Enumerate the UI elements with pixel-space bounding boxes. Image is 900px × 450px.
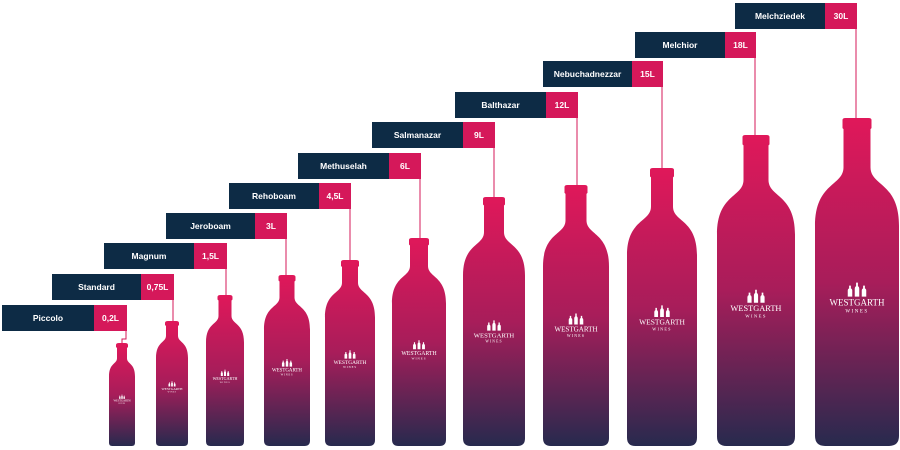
three-bottles-icon xyxy=(568,313,584,325)
bottle-name-label: Methuselah xyxy=(298,153,389,179)
three-bottles-icon xyxy=(344,350,356,359)
label-melchziedek: Melchziedek 30L xyxy=(735,3,857,29)
bottle-name-label: Piccolo xyxy=(2,305,94,331)
label-salmanazar: Salmanazar 9L xyxy=(372,122,495,148)
brand-sub: WINES xyxy=(485,339,502,343)
bottle-volume-label: 1,5L xyxy=(194,243,227,269)
bottle-volume-label: 0,2L xyxy=(94,305,127,331)
brand-sub: WINES xyxy=(343,365,357,369)
label-balthazar: Balthazar 12L xyxy=(455,92,578,118)
bottle-name-label: Balthazar xyxy=(455,92,546,118)
brand-name: WESTGARTH xyxy=(401,351,436,357)
brand-sub: WINES xyxy=(745,315,767,320)
brand-name: WESTGARTH xyxy=(114,400,131,403)
brand-name: WESTGARTH xyxy=(554,326,597,334)
bottle-volume-label: 18L xyxy=(725,32,756,58)
three-bottles-icon xyxy=(654,305,670,318)
bottle-shape xyxy=(109,343,135,446)
bottle-name-label: Rehoboam xyxy=(229,183,319,209)
brand-sub: WINES xyxy=(412,357,427,361)
bottle-name-label: Nebuchadnezzar xyxy=(543,61,632,87)
brand-name: WESTGARTH xyxy=(213,376,238,381)
bottle-name-label: Salmanazar xyxy=(372,122,463,148)
bottle-volume-label: 9L xyxy=(463,122,495,148)
brand-sub: WINES xyxy=(652,326,671,331)
bottle-volume-label: 15L xyxy=(632,61,663,87)
label-magnum: Magnum 1,5L xyxy=(104,243,227,269)
brand-sub: WINES xyxy=(845,310,868,315)
three-bottles-icon xyxy=(847,282,867,297)
brand-sub: WINES xyxy=(168,392,177,394)
bottle-melchior: WESTGARTH WINES xyxy=(717,135,795,446)
bottle-name-label: Melchziedek xyxy=(735,3,825,29)
brand-name: WESTGARTH xyxy=(474,332,515,339)
label-jeroboam: Jeroboam 3L xyxy=(166,213,287,239)
brand-name: WESTGARTH xyxy=(272,369,302,374)
three-bottles-icon xyxy=(413,340,425,350)
brand-name: WESTGARTH xyxy=(830,298,885,308)
brand-sub: WINES xyxy=(567,333,585,338)
bottle-name-label: Melchior xyxy=(635,32,725,58)
bottle-melchziedek: WESTGARTH WINES xyxy=(815,118,899,446)
bottle-name-label: Standard xyxy=(52,274,141,300)
label-piccolo: Piccolo 0,2L xyxy=(2,305,127,331)
bottle-volume-label: 0,75L xyxy=(141,274,174,300)
label-melchior: Melchior 18L xyxy=(635,32,756,58)
brand-sub: WINES xyxy=(220,382,231,384)
bottle-shape xyxy=(815,118,899,446)
brand-name: WESTGARTH xyxy=(334,360,367,366)
brand-name: WESTGARTH xyxy=(731,304,782,313)
bottle-volume-label: 12L xyxy=(546,92,578,118)
three-bottles-icon xyxy=(220,369,230,376)
bottle-name-label: Magnum xyxy=(104,243,194,269)
brand-name: WESTGARTH xyxy=(639,318,685,327)
label-standard: Standard 0,75L xyxy=(52,274,174,300)
brand-sub: WINES xyxy=(118,403,125,405)
three-bottles-icon xyxy=(168,381,176,387)
brand-name: WESTGARTH xyxy=(162,387,183,391)
three-bottles-icon xyxy=(747,289,765,303)
label-nebuchadnezzar: Nebuchadnezzar 15L xyxy=(543,61,663,87)
label-methuselah: Methuselah 6L xyxy=(298,153,421,179)
bottle-volume-label: 3L xyxy=(255,213,287,239)
bottle-volume-label: 4,5L xyxy=(319,183,351,209)
three-bottles-icon xyxy=(119,394,125,399)
label-rehoboam: Rehoboam 4,5L xyxy=(229,183,351,209)
bottle-volume-label: 6L xyxy=(389,153,421,179)
brand-sub: WINES xyxy=(281,373,294,376)
bottle-volume-label: 30L xyxy=(825,3,857,29)
bottle-name-label: Jeroboam xyxy=(166,213,255,239)
leader-line-piccolo xyxy=(121,331,127,344)
three-bottles-icon xyxy=(487,320,501,331)
three-bottles-icon xyxy=(281,358,293,367)
